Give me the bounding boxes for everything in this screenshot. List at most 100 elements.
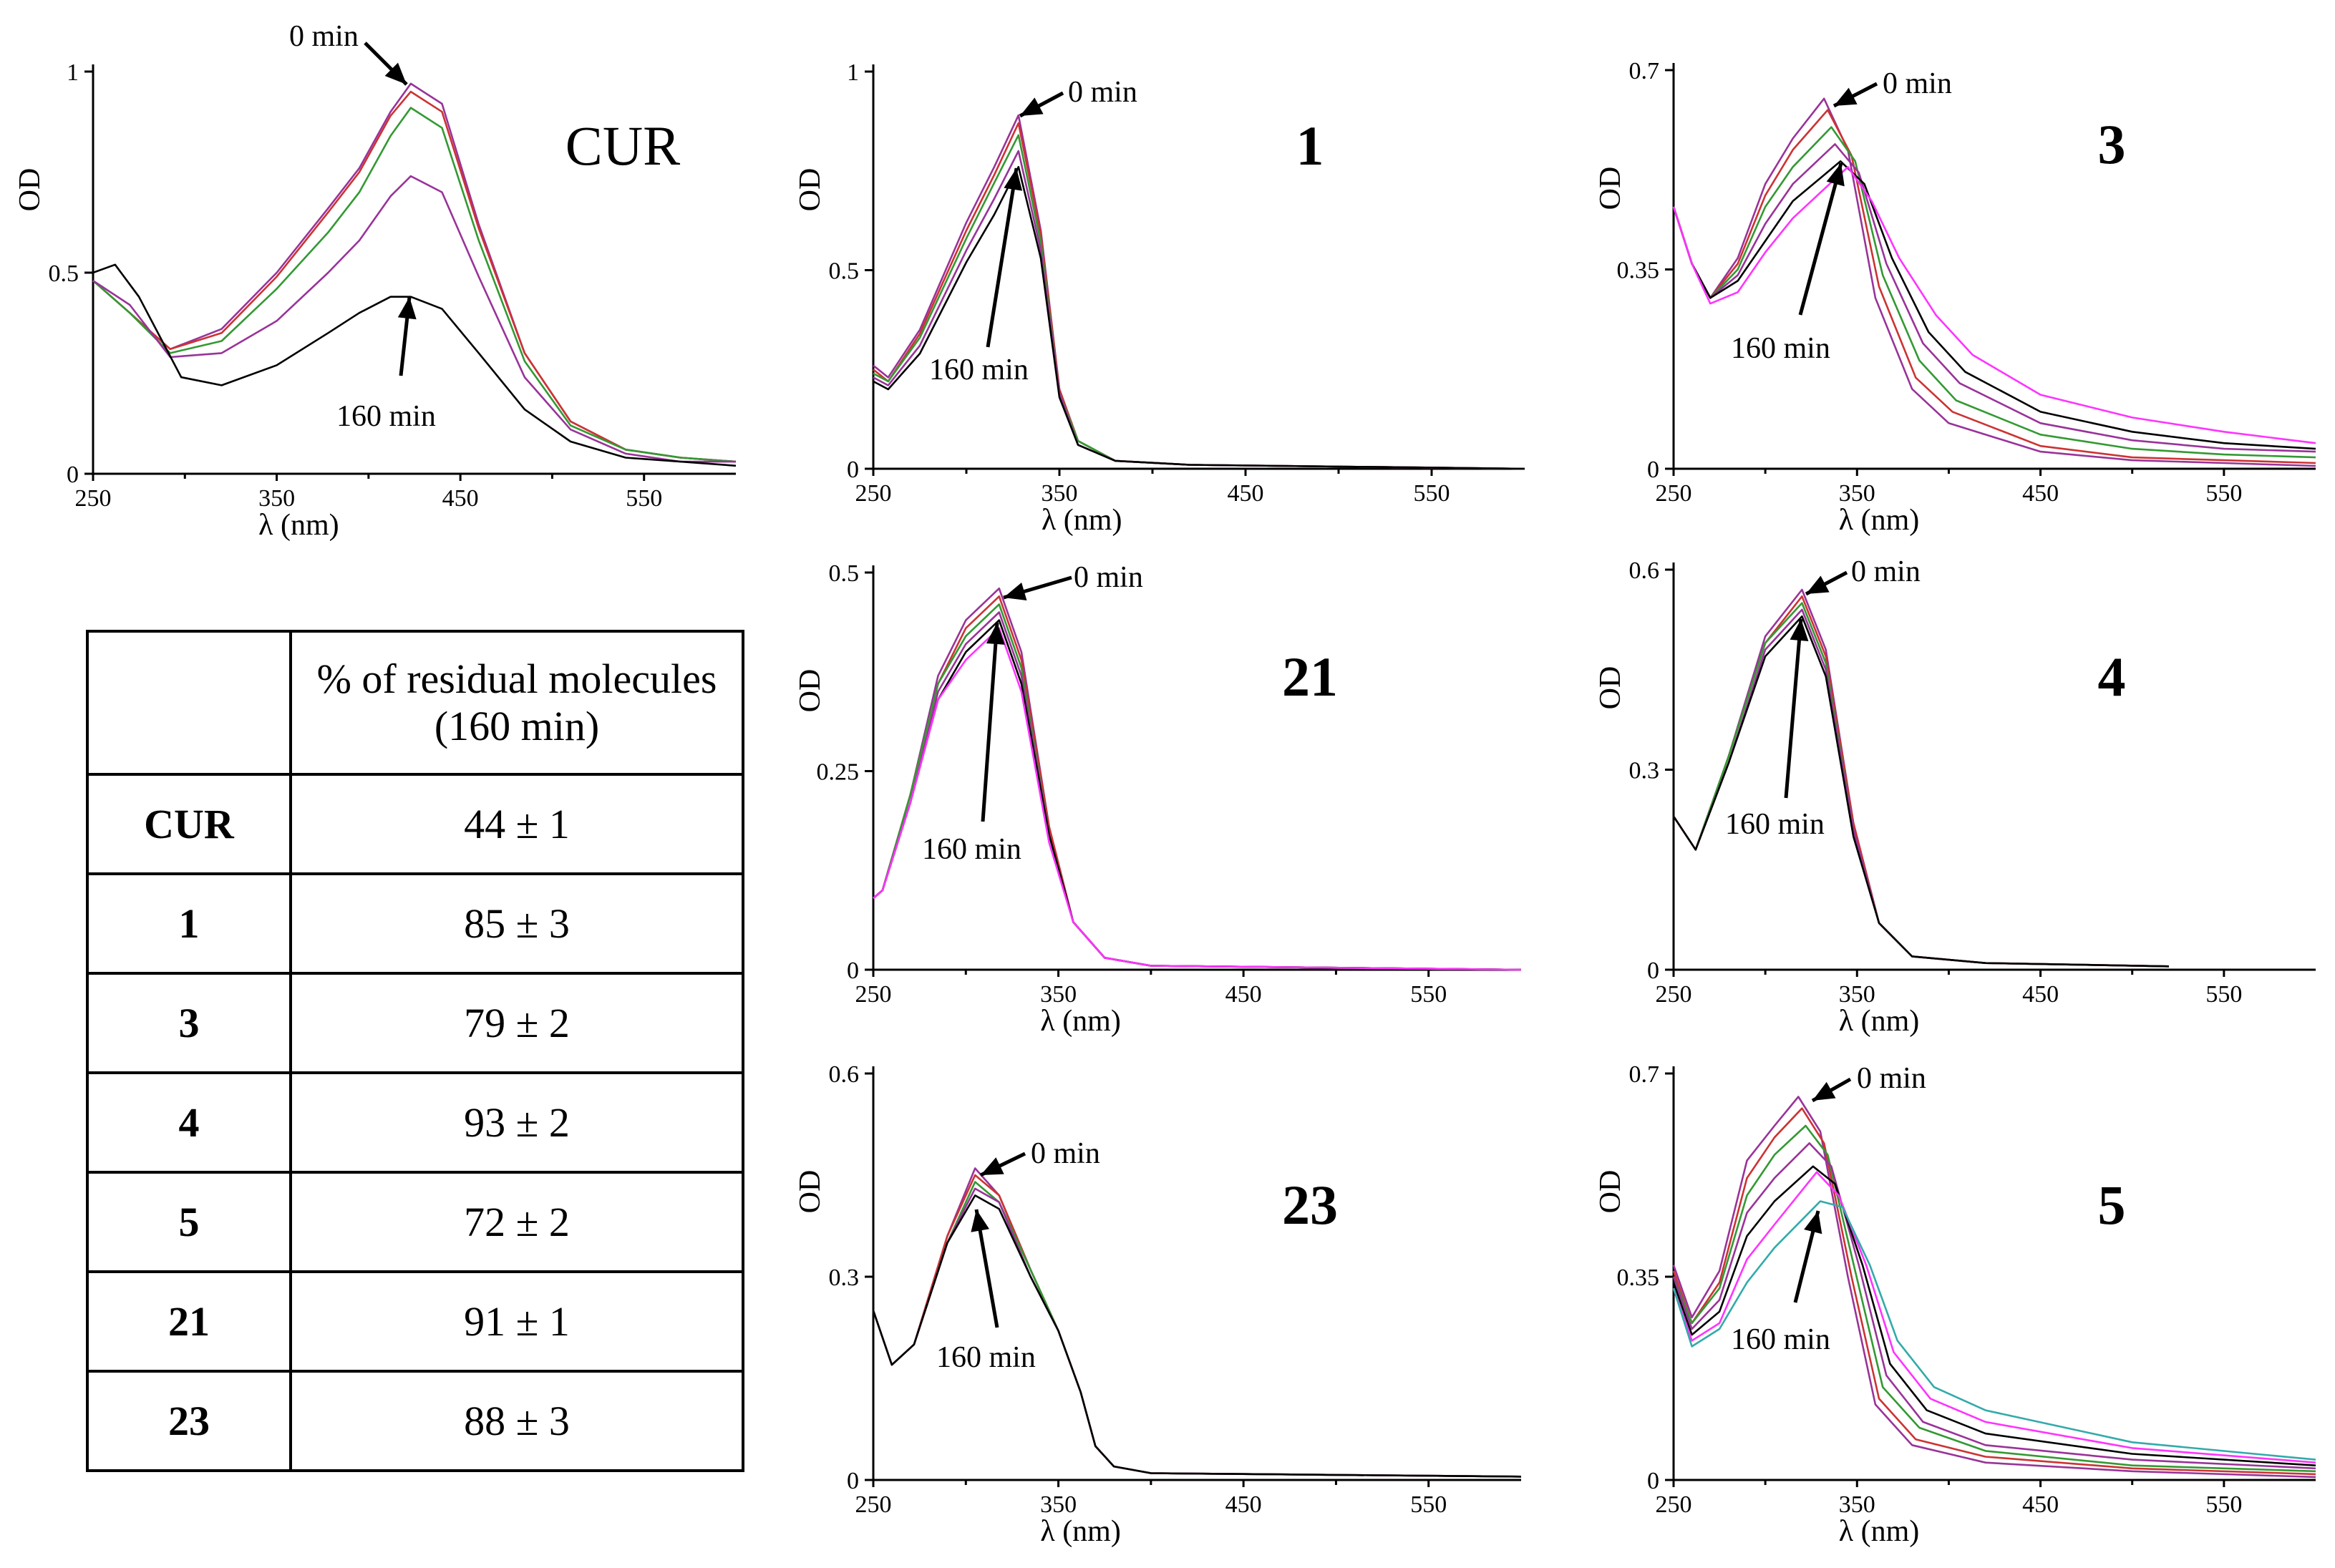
panel-3-title: 3 <box>2098 113 2126 175</box>
panel-1-start-arrow-head <box>1020 97 1044 116</box>
panel-23-title: 23 <box>1282 1174 1338 1236</box>
panel-5-series-line <box>1672 1124 2316 1473</box>
panel-3-series-line <box>1672 109 2316 464</box>
panel-21-start-arrow-head <box>1004 583 1027 600</box>
table-cell-compound: 23 <box>86 1370 292 1472</box>
panel-5-x-tick-label: 350 <box>1839 1491 1875 1518</box>
panel-23-y-tick-label: 0 <box>847 1468 859 1494</box>
panel-1-end-arrow-head <box>1004 168 1023 191</box>
panel-21-y-tick-label: 0.5 <box>829 560 860 587</box>
panel-3-series-line <box>1672 166 2316 444</box>
panel-23-x-tick-label: 350 <box>1040 1491 1077 1518</box>
panel-21-end-arrow-shaft <box>981 622 999 822</box>
panel-23-x-tick-label: 250 <box>855 1491 892 1518</box>
panel-5-end-label: 160 min <box>1731 1323 1830 1356</box>
panel-1-series-line <box>873 114 1525 470</box>
panel-1-end-label: 160 min <box>929 354 1029 386</box>
panel-3-y-tick-label: 0 <box>1647 457 1659 483</box>
panel-1-x-axis-title: λ (nm) <box>1042 504 1122 537</box>
panel-21-series-line <box>873 587 1522 971</box>
panel-4-y-tick-label: 0.3 <box>1629 758 1660 784</box>
panel-cur-x-tick-label: 550 <box>626 485 662 512</box>
panel-4-series-line <box>1672 595 2170 968</box>
table-cell-compound: 21 <box>86 1270 292 1373</box>
panel-23-x-tick-label: 450 <box>1225 1491 1262 1518</box>
panel-21-y-tick-label: 0 <box>847 958 859 984</box>
table-cell-residual: 88 ± 3 <box>289 1370 744 1472</box>
panel-cur-series-line <box>92 175 736 463</box>
panel-4-y-axis-title: OD <box>1594 666 1627 710</box>
panel-1-start-label: 0 min <box>1068 76 1137 109</box>
panel-23-start-arrow-head <box>981 1157 1004 1175</box>
panel-5-title: 5 <box>2098 1174 2126 1236</box>
panel-21-series-line <box>873 611 1522 971</box>
panel-3-series-line <box>1672 126 2316 459</box>
panel-5-series-line <box>1672 1171 2316 1464</box>
panel-23-y-tick-label: 0.6 <box>829 1061 860 1088</box>
panel-23-x-axis-title: λ (nm) <box>1040 1515 1121 1548</box>
panel-5-x-tick-label: 550 <box>2205 1491 2242 1518</box>
panel-cur-x-axis-title: λ (nm) <box>258 509 339 542</box>
panel-4-series-line <box>1672 608 2170 968</box>
panel-4-series-line <box>1672 588 2170 968</box>
residual-molecules-table: % of residual molecules (160 min) CUR 44… <box>86 630 744 1472</box>
table-row: 5 72 ± 2 <box>86 1171 744 1273</box>
panel-1-y-tick-label: 0.5 <box>829 258 860 285</box>
panel-23-series-line <box>872 1181 1522 1478</box>
table-cell-residual: 93 ± 2 <box>289 1071 744 1174</box>
panel-3-x-tick-label: 450 <box>2022 480 2059 507</box>
panel-cur-y-tick-label: 0 <box>67 462 79 488</box>
panel-cur-start-label: 0 min <box>289 20 359 53</box>
panel-1-end-arrow-shaft <box>986 167 1019 348</box>
table-cell-residual: 85 ± 3 <box>289 872 744 975</box>
panel-21-x-tick-label: 250 <box>855 981 892 1008</box>
panel-5-x-tick-label: 250 <box>1656 1491 1692 1518</box>
panel-23-series-line <box>872 1194 1522 1478</box>
panel-4-end-label: 160 min <box>1725 808 1825 841</box>
panel-21-x-tick-label: 350 <box>1040 981 1077 1008</box>
panel-23-start-label: 0 min <box>1031 1137 1100 1170</box>
panel-cur-y-axis-title: OD <box>14 168 47 212</box>
panel-cur-series-line <box>92 263 737 467</box>
panel-4-x-tick-label: 250 <box>1656 981 1692 1008</box>
panel-1-y-axis-title: OD <box>794 168 827 212</box>
panel-cur-y-tick-label: 1 <box>67 59 79 86</box>
panel-4-series-line <box>1672 615 2170 968</box>
panel-cur-end-label: 160 min <box>336 400 436 433</box>
panel-3-end-label: 160 min <box>1731 332 1830 365</box>
panel-3-y-tick-label: 0.35 <box>1617 258 1660 284</box>
panel-cur-series-line <box>92 90 737 463</box>
panel-1-series-line <box>873 165 1525 470</box>
panel-4-title: 4 <box>2098 646 2126 708</box>
panel-23-series-line <box>872 1174 1522 1478</box>
panel-5-series-line <box>1672 1142 2316 1470</box>
panel-cur-start-arrow-head <box>384 62 407 84</box>
panel-5-series-line <box>1672 1107 2316 1476</box>
panel-cur-x-tick-label: 450 <box>442 485 479 512</box>
panel-4-x-axis-title: λ (nm) <box>1839 1005 1920 1038</box>
panel-4-x-tick-label: 450 <box>2022 981 2059 1008</box>
panel-3-y-axis-title: OD <box>1594 167 1627 210</box>
panel-1-series-line <box>873 150 1525 470</box>
panel-cur-y-tick-label: 0.5 <box>49 260 79 287</box>
panel-21-x-tick-label: 550 <box>1410 981 1447 1008</box>
panel-5-x-tick-label: 450 <box>2022 1491 2059 1518</box>
panel-4-y-tick-label: 0.6 <box>1629 557 1660 584</box>
panel-21-series-line <box>873 595 1522 971</box>
panel-4-start-arrow-head <box>1806 575 1830 594</box>
table-header-blank <box>86 630 292 776</box>
table-cell-residual: 44 ± 1 <box>289 773 744 875</box>
table-cell-residual: 79 ± 2 <box>289 972 744 1074</box>
panel-1-y-tick-label: 1 <box>847 59 859 86</box>
table-row: CUR 44 ± 1 <box>86 773 744 875</box>
table-cell-compound: 4 <box>86 1071 292 1174</box>
panel-cur-x-tick-label: 250 <box>75 485 112 512</box>
table-row: 21 91 ± 1 <box>86 1270 744 1373</box>
panel-4-end-arrow-shaft <box>1784 618 1803 799</box>
panel-1-title: 1 <box>1296 115 1324 177</box>
panel-5-y-tick-label: 0 <box>1647 1468 1659 1494</box>
panel-21-series-line <box>873 603 1522 971</box>
panel-23-end-arrow-head <box>971 1209 989 1232</box>
panel-21-y-axis-title: OD <box>794 669 827 713</box>
panel-3-series-line <box>1672 97 2316 467</box>
